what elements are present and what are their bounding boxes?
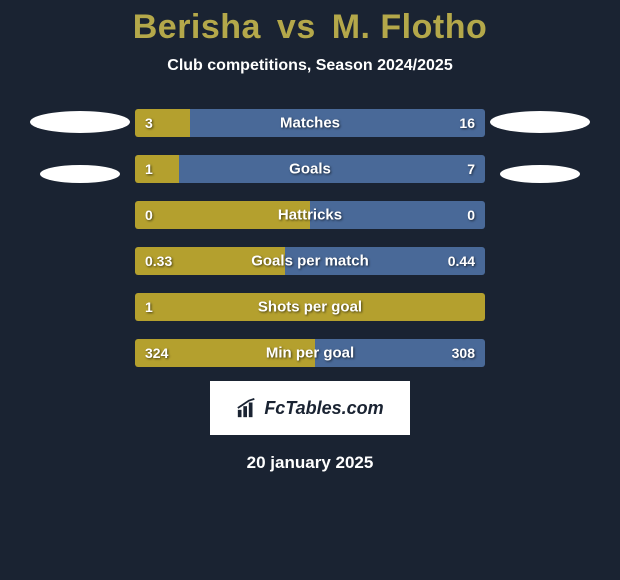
stat-val-right: 308 — [442, 345, 485, 361]
stat-bar: 0 0 Hattricks — [135, 201, 485, 229]
logo-text: FcTables.com — [264, 398, 383, 419]
stat-val-left: 3 — [135, 115, 163, 131]
stat-val-right: 0.44 — [438, 253, 485, 269]
player2-photo-placeholder — [490, 111, 590, 133]
stat-bar: 3 16 Matches — [135, 109, 485, 137]
stat-bar: 1 Shots per goal — [135, 293, 485, 321]
logo-inner: FcTables.com — [236, 397, 383, 419]
date-text: 20 january 2025 — [247, 453, 374, 473]
stat-val-left: 0 — [135, 207, 163, 223]
right-placeholder-col — [485, 109, 595, 183]
logo-box: FcTables.com — [210, 381, 410, 435]
stat-label: Shots per goal — [258, 299, 362, 316]
stat-bar-left: 1 — [135, 155, 179, 183]
stat-val-left: 1 — [135, 161, 163, 177]
stat-val-left: 324 — [135, 345, 178, 361]
vs-text: vs — [277, 8, 316, 46]
stat-bar-right: 7 — [179, 155, 485, 183]
stat-val-left: 1 — [135, 299, 163, 315]
bars-column: 3 16 Matches 1 7 Goals 0 0 Hattricks 0.33 0.44 Goal… — [135, 109, 485, 367]
stat-val-right: 7 — [457, 161, 485, 177]
left-placeholder-col — [25, 109, 135, 183]
stat-bar-left: 3 — [135, 109, 190, 137]
stat-bar: 0.33 0.44 Goals per match — [135, 247, 485, 275]
stat-val-right: 0 — [457, 207, 485, 223]
stat-val-right: 16 — [449, 115, 485, 131]
stats-container: 3 16 Matches 1 7 Goals 0 0 Hattricks 0.33 0.44 Goal… — [0, 109, 620, 367]
player1-team-placeholder — [40, 165, 120, 183]
title: Berisha vs M. Flotho — [133, 8, 488, 47]
stat-val-left: 0.33 — [135, 253, 182, 269]
stat-bar: 324 308 Min per goal — [135, 339, 485, 367]
stat-bar: 1 7 Goals — [135, 155, 485, 183]
stat-label: Goals per match — [251, 253, 369, 270]
player2-team-placeholder — [500, 165, 580, 183]
stat-label: Matches — [280, 115, 340, 132]
stat-label: Hattricks — [278, 207, 342, 224]
player1-name: Berisha — [133, 8, 261, 46]
player1-photo-placeholder — [30, 111, 130, 133]
subtitle: Club competitions, Season 2024/2025 — [167, 57, 452, 75]
chart-icon — [236, 397, 258, 419]
player2-name: M. Flotho — [332, 8, 488, 46]
stat-label: Goals — [289, 161, 331, 178]
stat-label: Min per goal — [266, 345, 354, 362]
